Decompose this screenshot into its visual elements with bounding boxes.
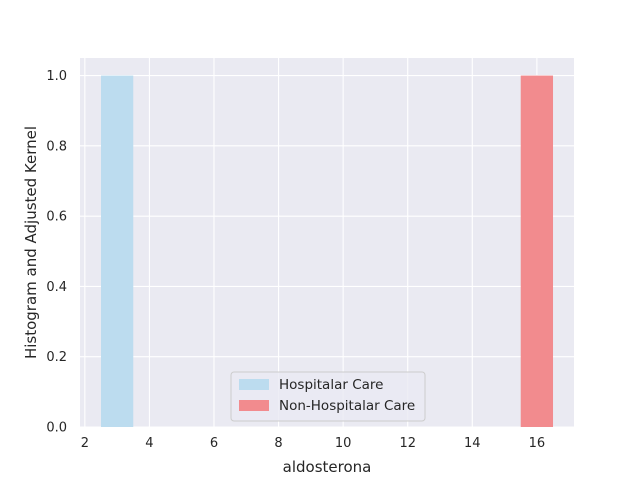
- x-tick-label: 8: [274, 436, 282, 451]
- y-tick-labels: 0.0 0.2 0.4 0.6 0.8 1.0: [46, 69, 67, 435]
- y-tick-label: 0.6: [46, 210, 67, 225]
- bar-hospitalar-care: [100, 75, 134, 428]
- y-axis-title: Histogram and Adjusted Kernel: [22, 126, 40, 359]
- bars: [100, 75, 554, 428]
- x-tick-label: 6: [210, 436, 218, 451]
- x-tick-labels: 2 4 6 8 10 12 14 16: [81, 436, 545, 451]
- y-tick-label: 0.0: [46, 421, 67, 436]
- y-tick-label: 1.0: [46, 69, 67, 84]
- legend-label-hospitalar-care: Hospitalar Care: [279, 377, 383, 393]
- legend-label-non-hospitalar-care: Non-Hospitalar Care: [279, 398, 415, 414]
- x-tick-label: 4: [145, 436, 153, 451]
- legend: Hospitalar Care Non-Hospitalar Care: [230, 371, 426, 422]
- y-tick-label: 0.8: [46, 139, 67, 154]
- x-tick-label: 16: [529, 436, 546, 451]
- legend-swatch-hospitalar-care: [239, 379, 269, 390]
- legend-box: [230, 371, 426, 422]
- x-tick-label: 12: [399, 436, 416, 451]
- y-tick-label: 0.4: [46, 280, 67, 295]
- y-tick-label: 0.2: [46, 350, 67, 365]
- x-axis-title: aldosterona: [283, 458, 372, 476]
- plot-background: [80, 58, 574, 427]
- x-tick-label: 2: [81, 436, 89, 451]
- legend-swatch-non-hospitalar-care: [239, 400, 269, 411]
- x-tick-label: 14: [464, 436, 481, 451]
- bar-non-hospitalar-care: [520, 75, 554, 428]
- x-tick-label: 10: [335, 436, 352, 451]
